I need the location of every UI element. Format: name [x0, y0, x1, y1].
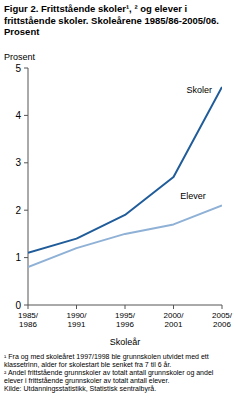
x-tick-label: 2000/2001: [163, 311, 184, 329]
y-tick-label: 1: [15, 252, 21, 263]
y-axis: [28, 68, 29, 305]
series-line: [28, 205, 222, 267]
y-tick-label: 2: [15, 205, 21, 216]
x-tick: [222, 305, 223, 309]
footnotes: ¹ Fra og med skoleåret 1997/1998 ble gru…: [4, 353, 232, 393]
y-tick: [24, 305, 28, 306]
series-line: [28, 87, 222, 253]
x-tick-label: 2005/2006: [212, 311, 233, 329]
footnote: ¹ Fra og med skoleåret 1997/1998 ble gru…: [4, 353, 232, 369]
x-tick: [125, 305, 126, 309]
x-tick: [76, 305, 77, 309]
y-tick: [24, 162, 28, 163]
y-tick: [24, 68, 28, 69]
footnote: Kilde: Utdanningsstatistikk, Statistisk …: [4, 385, 232, 393]
y-tick-label: 4: [15, 110, 21, 121]
plot-area: [28, 87, 222, 267]
y-tick: [24, 210, 28, 211]
y-tick-label: 5: [15, 63, 21, 74]
y-tick: [24, 257, 28, 258]
y-tick: [24, 115, 28, 116]
y-tick-label: 3: [15, 157, 21, 168]
x-tick-label: 1985/1986: [18, 311, 39, 329]
x-tick-label: 1995/1996: [115, 311, 136, 329]
y-tick-label: 0: [15, 300, 21, 311]
y-axis-label: Prosent: [4, 52, 36, 62]
footnote: ² Andel frittstående grunnskoler av tota…: [4, 369, 232, 385]
title: Figur 2. Frittstående skoler¹, ² og elev…: [4, 3, 230, 38]
x-tick: [173, 305, 174, 309]
x-axis-label: Skoleår: [110, 337, 141, 347]
series-label: Elever: [180, 191, 206, 201]
chart: Prosent 0 1 2 3 4 5 1985/1986 1990/1991 1995/1996…: [0, 0, 234, 415]
series-label: Skoler: [186, 85, 212, 95]
x-tick: [28, 305, 29, 309]
x-tick-label: 1990/1991: [66, 311, 87, 329]
